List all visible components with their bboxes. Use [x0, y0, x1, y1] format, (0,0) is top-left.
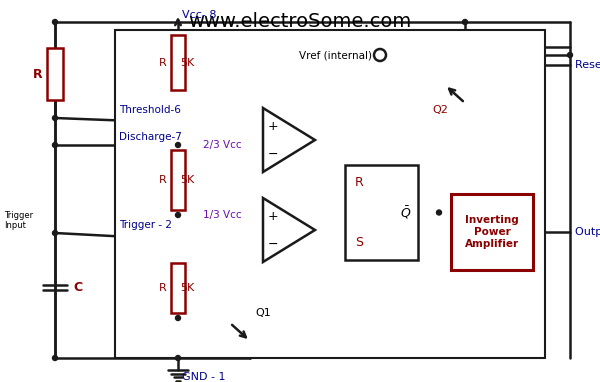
Text: Output - 3: Output - 3: [575, 227, 600, 237]
Text: 1/3 Vcc: 1/3 Vcc: [203, 210, 242, 220]
Circle shape: [176, 212, 181, 217]
Polygon shape: [263, 108, 315, 172]
Polygon shape: [263, 198, 315, 262]
Text: R: R: [159, 175, 167, 185]
Bar: [115, 30, 545, 358]
Bar: [47, 48, 63, 100]
Text: Discharge-7: Discharge-7: [119, 132, 182, 142]
Text: Threshold-6: Threshold-6: [119, 105, 181, 115]
Text: R: R: [159, 58, 167, 68]
Text: Inverting
Power
Amplifier: Inverting Power Amplifier: [465, 215, 519, 249]
Circle shape: [53, 142, 58, 147]
Text: R: R: [355, 176, 364, 189]
Text: −: −: [268, 147, 278, 160]
Text: 5K: 5K: [180, 58, 194, 68]
Text: Vcc- 8: Vcc- 8: [182, 10, 217, 20]
Circle shape: [53, 356, 58, 361]
Text: R: R: [34, 68, 43, 81]
Circle shape: [176, 316, 181, 320]
Circle shape: [176, 142, 181, 147]
Circle shape: [374, 49, 386, 61]
Bar: [171, 150, 185, 210]
Text: C: C: [73, 281, 82, 294]
Text: +: +: [268, 120, 278, 133]
Text: Vref (internal): Vref (internal): [299, 50, 372, 60]
Circle shape: [53, 230, 58, 235]
Text: Reset - 4: Reset - 4: [575, 60, 600, 70]
Circle shape: [53, 19, 58, 24]
Text: $\bar{Q}$: $\bar{Q}$: [400, 204, 412, 221]
Circle shape: [176, 356, 181, 361]
Text: −: −: [268, 238, 278, 251]
Text: Trigger - 2: Trigger - 2: [119, 220, 172, 230]
Text: +: +: [268, 209, 278, 222]
Circle shape: [568, 52, 572, 58]
Text: 2/3 Vcc: 2/3 Vcc: [203, 140, 242, 150]
Text: Q2: Q2: [432, 105, 448, 115]
Text: 5K: 5K: [180, 175, 194, 185]
Bar: [345, 165, 418, 260]
Text: GND - 1: GND - 1: [182, 372, 226, 382]
Text: S: S: [355, 235, 363, 249]
Text: www.electroSome.com: www.electroSome.com: [188, 12, 412, 31]
Circle shape: [437, 210, 442, 215]
Bar: [171, 35, 185, 90]
Circle shape: [463, 19, 467, 24]
Bar: [451, 194, 533, 270]
Text: 5K: 5K: [180, 283, 194, 293]
Text: Q1: Q1: [255, 308, 271, 318]
Text: Trigger
Input: Trigger Input: [4, 210, 33, 230]
Circle shape: [53, 115, 58, 120]
Bar: [171, 263, 185, 313]
Text: R: R: [159, 283, 167, 293]
